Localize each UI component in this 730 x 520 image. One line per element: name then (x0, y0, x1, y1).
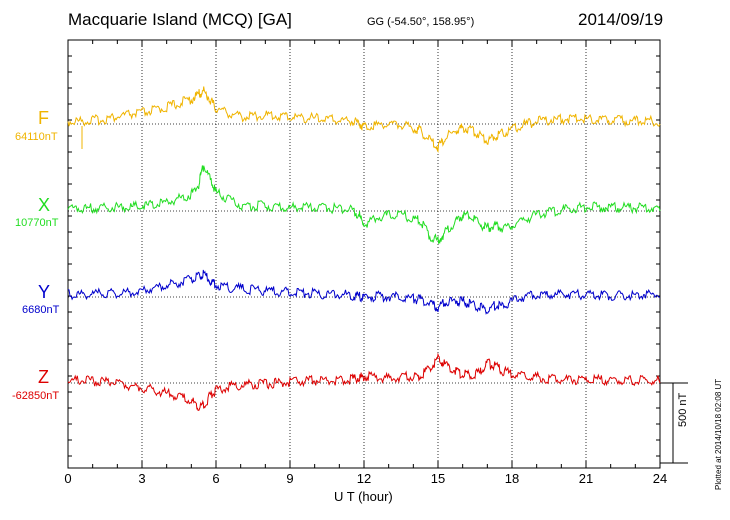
x-tick-label: 0 (64, 471, 72, 486)
x-tick-label: 12 (356, 471, 372, 486)
series-line-f (67, 86, 661, 154)
channel-y-baseline: 6680nT (22, 304, 60, 316)
x-tick-label: 6 (212, 471, 220, 486)
channel-f-label: F (38, 108, 49, 128)
observation-date: 2014/09/19 (578, 10, 664, 29)
channel-z-baseline: -62850nT (12, 390, 60, 402)
station-title: Macquarie Island (MCQ) [GA] (68, 10, 292, 29)
x-tick-label: 15 (430, 471, 446, 486)
x-tick-label: 21 (578, 471, 594, 486)
channel-y-label: Y (38, 282, 51, 302)
x-tick-label: 24 (652, 471, 668, 486)
series-line-x (67, 165, 661, 245)
x-tick-label: 3 (138, 471, 146, 486)
x-axis-label: U T (hour) (334, 489, 393, 504)
channel-x-label: X (38, 195, 51, 215)
series-line-z (67, 352, 661, 411)
x-tick-label: 9 (286, 471, 294, 486)
x-tick-label: 18 (504, 471, 520, 486)
station-coordinates: GG (-54.50°, 158.95°) (367, 16, 475, 28)
channel-x-baseline: 10770nT (15, 217, 59, 229)
plotted-timestamp: Plotted at 2014/10/18 02:08 UT (714, 378, 723, 490)
scale-bar-label: 500 nT (677, 392, 689, 427)
channel-f-baseline: 64110nT (15, 131, 58, 143)
series-line-y (67, 269, 661, 315)
channel-z-label: Z (38, 367, 49, 387)
